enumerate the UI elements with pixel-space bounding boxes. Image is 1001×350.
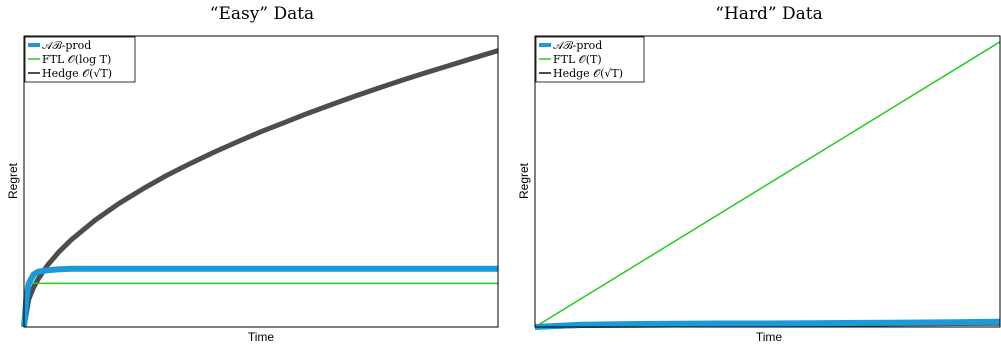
plot-frame xyxy=(23,35,499,328)
legend-box xyxy=(535,36,645,83)
legend: 𝒜ℬ-prod FTL 𝒪(T) Hedge 𝒪(√T) xyxy=(535,36,645,83)
x-axis-label: Time xyxy=(756,330,783,344)
easy-data-chart: Regret Time 𝒜ℬ-prod FTL 𝒪(log T) Hedge 𝒪… xyxy=(6,35,499,344)
series-line-ftl xyxy=(534,41,1001,328)
legend-entry-ab-prod: 𝒜ℬ-prod xyxy=(553,39,602,52)
series-line-ab-prod xyxy=(21,265,498,328)
chart-title: “Hard” Data xyxy=(715,4,823,24)
y-axis-label: Regret xyxy=(517,162,531,199)
series-line-ftl xyxy=(23,282,498,328)
legend: 𝒜ℬ-prod FTL 𝒪(log T) Hedge 𝒪(√T) xyxy=(24,36,136,83)
legend-entry-hedge: Hedge 𝒪(√T) xyxy=(42,67,112,80)
legend-box xyxy=(24,36,136,83)
hard-data-panel: “Hard” Data Regret Time 𝒜ℬ-prod FTL 𝒪(T)… xyxy=(510,0,1001,350)
series-line-hedge xyxy=(21,48,499,328)
plot-frame xyxy=(534,35,1001,328)
series-line-ab-prod xyxy=(534,318,1001,330)
legend-entry-ftl: FTL 𝒪(log T) xyxy=(42,53,111,66)
x-axis-label: Time xyxy=(248,330,275,344)
legend-entry-ftl: FTL 𝒪(T) xyxy=(553,53,602,66)
legend-entry-hedge: Hedge 𝒪(√T) xyxy=(553,67,623,80)
y-axis-label: Regret xyxy=(6,162,20,199)
hard-data-chart: Regret Time 𝒜ℬ-prod FTL 𝒪(T) Hedge 𝒪(√T) xyxy=(517,35,1001,344)
legend-entry-ab-prod: 𝒜ℬ-prod xyxy=(42,39,91,52)
easy-data-panel: “Easy” Data Regret Time 𝒜ℬ-prod FTL 𝒪(lo… xyxy=(0,0,500,350)
chart-title: “Easy” Data xyxy=(209,4,315,24)
